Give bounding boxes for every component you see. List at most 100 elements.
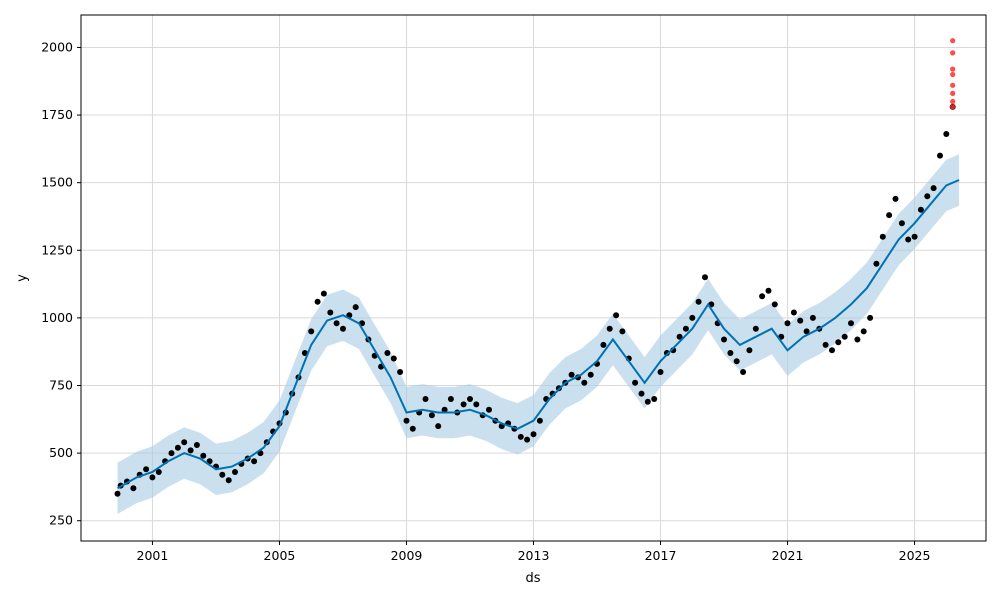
- observed-point: [695, 298, 702, 305]
- observed-point: [860, 328, 867, 335]
- observed-point: [790, 309, 797, 316]
- observed-point: [606, 325, 613, 332]
- outlier-point: [950, 90, 956, 96]
- observed-point: [727, 350, 734, 356]
- observed-point: [822, 341, 829, 348]
- observed-point: [854, 336, 861, 343]
- observed-point: [581, 379, 588, 386]
- y-tick-label: 2000: [41, 39, 73, 54]
- observed-point: [702, 274, 708, 281]
- observed-point: [759, 293, 766, 300]
- observed-point: [441, 406, 448, 413]
- y-tick-label: 1500: [41, 175, 73, 190]
- observed-point: [848, 320, 854, 327]
- y-tick-label: 250: [49, 513, 73, 528]
- observed-point: [251, 458, 258, 465]
- observed-point: [733, 358, 740, 365]
- outlier-point: [950, 66, 956, 72]
- observed-point: [187, 447, 194, 454]
- outlier-point: [950, 50, 956, 56]
- observed-point: [435, 423, 442, 430]
- x-axis-title: ds: [525, 571, 540, 586]
- observed-point: [193, 442, 200, 448]
- observed-point: [422, 396, 429, 402]
- observed-point: [924, 193, 931, 200]
- observed-point: [397, 369, 404, 375]
- y-tick-label: 1250: [41, 242, 73, 257]
- observed-point: [200, 452, 207, 459]
- outlier-point: [950, 82, 956, 88]
- observed-point: [911, 233, 918, 240]
- observed-point: [644, 398, 651, 405]
- observed-point: [689, 314, 696, 321]
- observed-point: [943, 131, 950, 137]
- observed-point: [517, 433, 524, 440]
- observed-point: [232, 469, 238, 475]
- observed-point: [143, 466, 150, 473]
- observed-point: [721, 336, 727, 343]
- observed-point: [829, 347, 835, 354]
- observed-point: [428, 412, 435, 419]
- y-tick-label: 1000: [41, 310, 73, 325]
- observed-point: [771, 301, 778, 308]
- observed-point: [155, 469, 162, 475]
- x-tick-label: 2001: [137, 548, 169, 563]
- observed-point: [905, 236, 912, 243]
- observed-point: [917, 206, 924, 213]
- observed-point: [333, 320, 340, 327]
- observed-point: [130, 485, 137, 492]
- observed-point: [619, 328, 626, 335]
- observed-point: [600, 341, 607, 348]
- outlier-point: [950, 98, 956, 105]
- observed-point: [181, 439, 188, 446]
- observed-point: [308, 328, 315, 335]
- observed-point: [835, 339, 842, 346]
- observed-point: [841, 333, 848, 340]
- grid-layer: [81, 15, 986, 541]
- observed-point: [803, 328, 810, 335]
- observed-point: [568, 371, 575, 378]
- observed-point: [765, 287, 772, 294]
- observed-point: [898, 220, 905, 227]
- observed-point: [638, 390, 645, 397]
- observed-point: [536, 417, 543, 424]
- observed-point: [867, 314, 874, 321]
- observed-point: [403, 417, 410, 424]
- observed-point: [486, 406, 492, 413]
- observed-point: [809, 314, 816, 321]
- observed-points-layer: [114, 103, 956, 497]
- y-axis-title: y: [15, 274, 30, 282]
- x-tick-label: 2021: [772, 548, 804, 563]
- observed-point: [892, 195, 899, 202]
- observed-point: [682, 325, 689, 332]
- observed-point: [225, 477, 232, 484]
- x-tick-label: 2013: [518, 548, 550, 563]
- x-tick-label: 2005: [264, 548, 296, 563]
- observed-point: [613, 312, 620, 319]
- plot-frame: [80, 14, 987, 542]
- observed-point: [390, 355, 397, 362]
- observed-point: [873, 260, 880, 267]
- y-tick-label: 1750: [41, 107, 73, 122]
- observed-point: [168, 450, 175, 457]
- observed-point: [587, 371, 594, 378]
- observed-point: [676, 333, 683, 340]
- outlier-point: [950, 38, 956, 44]
- outlier-point: [950, 104, 956, 110]
- observed-point: [467, 396, 473, 402]
- observed-point: [797, 317, 804, 324]
- observed-point: [879, 233, 886, 240]
- observed-point: [746, 347, 753, 354]
- observed-point: [473, 401, 480, 408]
- axes-layer: 2001 2005 2009 2013 2017 2021 2025 250 500 750 100…: [41, 14, 987, 563]
- observed-point: [460, 401, 467, 408]
- outlier-point: [950, 71, 956, 78]
- observed-point: [740, 369, 747, 375]
- x-tick-label: 2009: [391, 548, 423, 563]
- observed-point: [752, 325, 759, 332]
- observed-point: [206, 458, 213, 465]
- observed-point: [149, 474, 156, 481]
- observed-point: [327, 309, 334, 316]
- observed-point: [320, 290, 327, 297]
